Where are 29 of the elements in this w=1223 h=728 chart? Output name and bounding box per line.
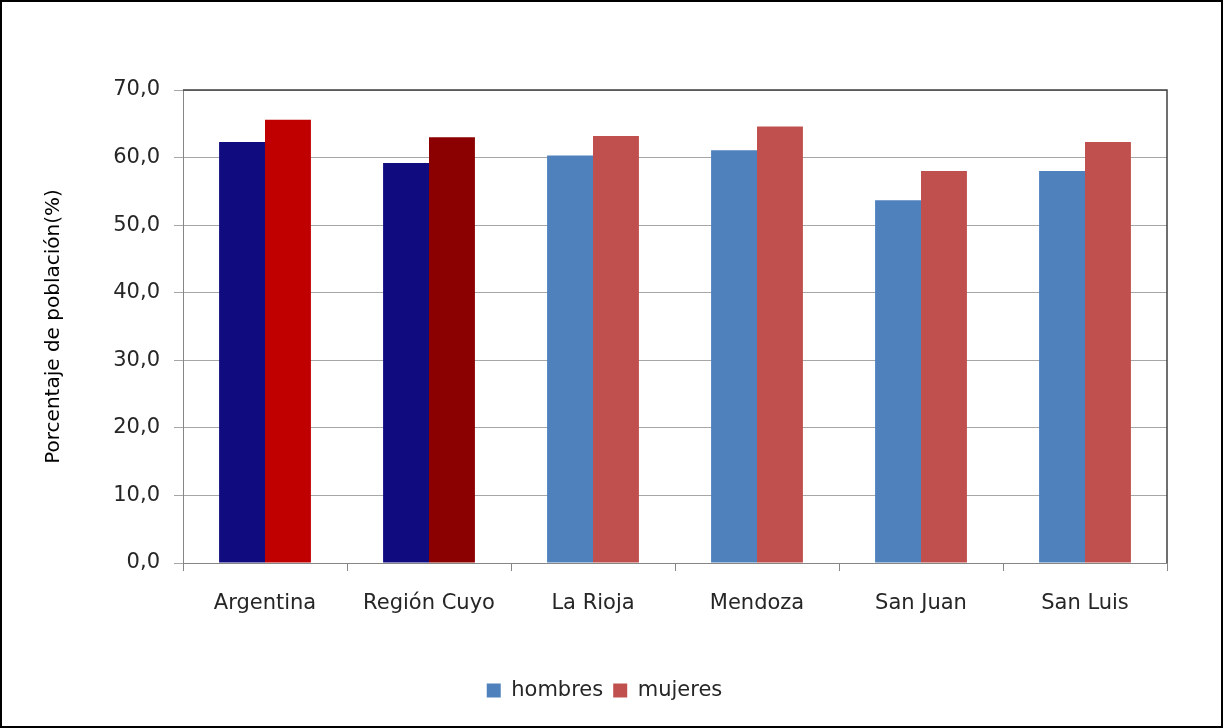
x-tick-label: La Rioja bbox=[551, 590, 635, 615]
y-tick-label: 30,0 bbox=[113, 346, 160, 371]
bar bbox=[219, 142, 265, 563]
bar bbox=[547, 155, 593, 563]
bar bbox=[757, 126, 803, 563]
y-tick-label: 60,0 bbox=[113, 144, 160, 169]
bar bbox=[711, 150, 757, 563]
legend-label: mujeres bbox=[637, 676, 723, 701]
x-tick-label: San Juan bbox=[875, 590, 967, 615]
y-tick-label: 50,0 bbox=[113, 211, 160, 236]
y-axis-title: Porcentaje de población(%) bbox=[40, 189, 65, 464]
y-tick-label: 20,0 bbox=[113, 414, 160, 439]
y-tick-label: 0,0 bbox=[126, 549, 160, 574]
bar bbox=[921, 171, 967, 563]
y-tick-label: 40,0 bbox=[113, 279, 160, 304]
bar bbox=[875, 200, 921, 563]
bar bbox=[429, 137, 475, 563]
legend-label: hombres bbox=[511, 676, 604, 701]
x-tick-label: San Luis bbox=[1041, 590, 1129, 615]
bar bbox=[1085, 142, 1131, 563]
x-tick-label: Mendoza bbox=[709, 590, 805, 615]
y-tick-label: 10,0 bbox=[113, 481, 160, 506]
bar bbox=[1039, 171, 1085, 563]
bar bbox=[265, 119, 311, 563]
x-tick-label: Región Cuyo bbox=[363, 590, 495, 615]
bar bbox=[383, 162, 429, 563]
x-tick-label: Argentina bbox=[213, 590, 317, 615]
bar bbox=[593, 135, 639, 563]
y-tick-label: 70,0 bbox=[113, 76, 160, 101]
